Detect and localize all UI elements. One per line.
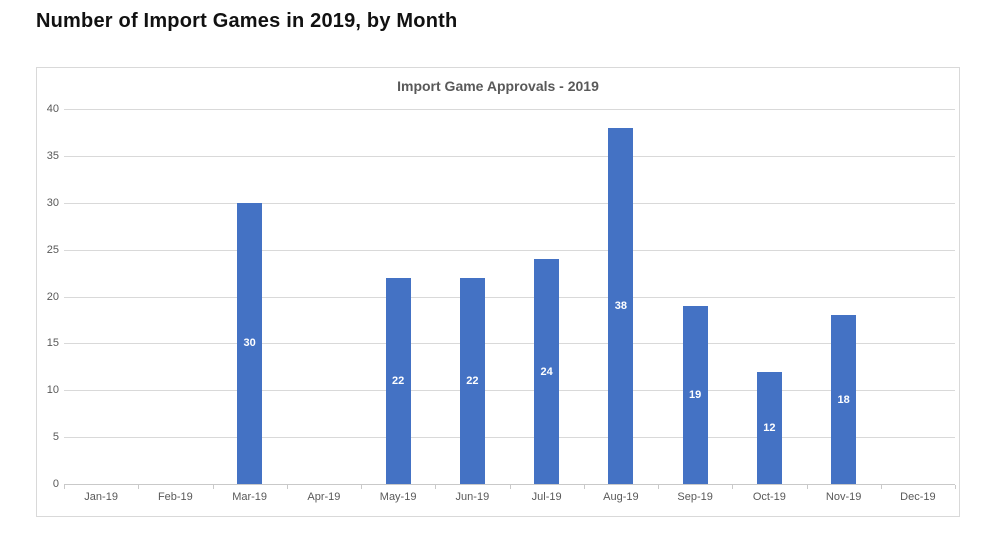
- bar-jul-19: 24: [534, 259, 560, 484]
- bar-value-label: 22: [392, 374, 405, 387]
- y-axis-tick-label: 5: [52, 431, 59, 444]
- x-axis-line: [64, 484, 955, 485]
- y-axis-tick-label: 30: [46, 196, 59, 209]
- bar-mar-19: 30: [237, 202, 263, 484]
- bar-may-19: 22: [385, 277, 411, 484]
- x-axis-category-label: May-19: [379, 491, 417, 503]
- chart-frame: Import Game Approvals - 2019 0 5 10 15 20 25 3…: [36, 67, 960, 517]
- x-axis-tick: [509, 485, 511, 489]
- gridline: [64, 390, 955, 392]
- y-axis-tick-label: 40: [46, 103, 59, 115]
- y-axis-tick-label: 0: [52, 478, 59, 490]
- x-axis-tick: [583, 485, 585, 489]
- bar-aug-19: 38: [608, 127, 634, 484]
- x-axis-tick: [955, 485, 956, 489]
- x-axis-tick: [286, 485, 288, 489]
- gridline: [64, 202, 955, 204]
- page-title: Number of Import Games in 2019, by Month: [36, 10, 458, 32]
- x-axis-category-label: Sep-19: [677, 491, 713, 503]
- bar-value-label: 30: [243, 337, 256, 350]
- chart-title: Import Game Approvals - 2019: [397, 78, 599, 94]
- bar-value-label: 12: [763, 421, 776, 434]
- x-axis-category-label: Jul-19: [531, 491, 562, 503]
- x-axis-tick: [732, 485, 734, 489]
- x-axis-tick: [361, 485, 362, 489]
- bar-nov-19: 18: [831, 315, 857, 484]
- y-axis-tick-label: 20: [46, 290, 59, 303]
- bar-value-label: 18: [837, 393, 850, 406]
- x-axis-tick: [64, 485, 65, 489]
- x-axis-category-label: Apr-19: [307, 491, 341, 503]
- x-axis-category-label: Jan-19: [84, 491, 118, 503]
- x-axis-category-label: Dec-19: [900, 491, 936, 503]
- gridline: [64, 155, 955, 157]
- bar-value-label: 38: [614, 299, 627, 312]
- y-axis-tick-label: 10: [46, 384, 59, 397]
- x-axis-tick: [212, 485, 214, 489]
- bar-oct-19: 12: [756, 371, 782, 484]
- x-axis-tick: [138, 485, 140, 489]
- y-axis-tick-label: 35: [46, 149, 59, 162]
- gridline: [64, 109, 955, 110]
- bar-value-label: 19: [689, 388, 702, 401]
- gridline: [64, 343, 955, 345]
- x-axis-tick: [435, 485, 437, 489]
- x-axis-category-label: Feb-19: [157, 491, 193, 503]
- x-axis-category-label: Jun-19: [455, 491, 490, 503]
- bar-value-label: 24: [540, 365, 553, 378]
- x-axis-tick: [880, 485, 882, 489]
- x-axis-tick: [658, 485, 659, 489]
- x-axis-category-label: Aug-19: [603, 491, 639, 503]
- y-axis-tick-label: 25: [46, 243, 59, 256]
- plot-area: 30 22 22 24 38 19 12 18: [64, 109, 956, 489]
- gridline: [64, 249, 955, 251]
- bar-sep-19: 19: [682, 305, 708, 484]
- bar-jun-19: 22: [459, 277, 485, 484]
- bar-value-label: 22: [466, 374, 479, 387]
- x-axis-category-label: Mar-19: [232, 491, 268, 503]
- x-axis-category-label: Oct-19: [752, 491, 786, 503]
- gridline: [64, 296, 955, 298]
- x-axis-tick: [806, 485, 808, 489]
- y-axis-tick-label: 15: [46, 337, 59, 350]
- gridline: [64, 437, 955, 439]
- x-axis-category-label: Nov-19: [825, 491, 862, 503]
